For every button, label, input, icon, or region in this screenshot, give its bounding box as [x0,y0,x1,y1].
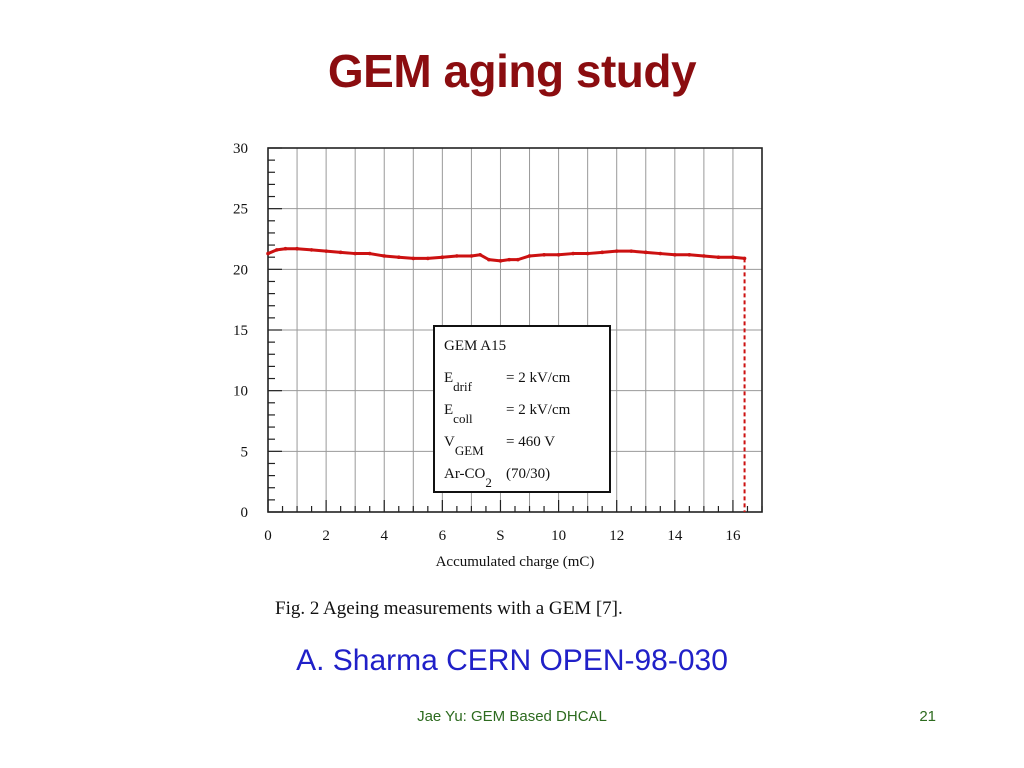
data-point [527,254,532,258]
data-point [478,252,482,257]
data-point [687,252,692,257]
y-tick-label: 5 [241,444,249,460]
legend-line: GEM A15 [444,338,506,354]
legend-line: Edrif= 2 kV/cm [444,370,571,394]
data-point [338,250,343,255]
y-tick-label: 15 [233,323,248,339]
x-tick-label: 10 [551,528,566,544]
data-point [556,252,561,257]
y-tick-label: 25 [233,202,248,218]
data-point [283,246,288,251]
x-tick-label: 2 [322,528,330,544]
data-point [309,248,314,252]
data-point [440,255,445,259]
data-point [498,259,503,263]
data-point [702,254,706,258]
x-tick-label: 4 [380,528,388,544]
x-axis-label: Accumulated charge (mC) [436,554,595,570]
data-point [516,257,520,262]
slide-title: GEM aging study [327,45,697,97]
page-number: 21 [919,708,936,725]
legend-box: GEM A15 Edrif= 2 kV/cm Ecoll= 2 kV/cm VGEM=… [433,325,611,493]
data-point [542,252,546,257]
figure-caption: Fig. 2 Ageing measurements with a GEM [7… [275,598,623,619]
data-point [643,250,648,255]
data-series [266,246,747,512]
data-point [396,255,401,259]
data-point [469,254,474,258]
data-point [324,249,328,253]
legend-line: Ecoll= 2 kV/cm [444,402,571,426]
data-point [716,255,721,259]
data-point [600,250,604,255]
y-tick-label: 20 [233,262,248,278]
y-tick-label: 30 [233,141,248,157]
data-point [507,257,511,262]
data-point [487,257,491,262]
data-point [455,254,459,258]
data-point [411,256,416,261]
data-point [274,248,279,252]
data-point [731,255,735,259]
footer-text: Jae Yu: GEM Based DHCAL [417,708,607,725]
x-tick-label: 0 [264,528,272,544]
data-point [585,251,590,256]
legend-line: VGEM= 460 V [444,434,555,458]
aging-chart: 0 5 10 15 20 25 30 0 2 4 6 S 10 12 14 16 GEM A15 Edrif= … [233,141,763,570]
data-point [367,251,372,256]
x-tick-label: 16 [725,528,741,544]
y-tick-label: 10 [233,384,248,400]
x-tick-label: 12 [609,528,624,544]
data-point [571,251,575,256]
data-point [295,246,299,251]
data-point [353,251,357,256]
data-point [658,251,663,256]
tick-labels: 0 5 10 15 20 25 30 0 2 4 6 S 10 12 14 16 [233,141,741,544]
x-tick-label: 6 [439,528,447,544]
x-tick-label: 14 [667,528,683,544]
data-point [266,251,270,256]
data-point [614,249,619,253]
axes [267,147,763,513]
legend-line: Ar-CO2(70/30) [444,466,550,490]
x-tick-label: S [496,528,504,544]
y-tick-label: 0 [241,505,249,521]
data-point [426,256,430,261]
citation: A. Sharma CERN OPEN-98-030 [296,644,728,677]
data-point [382,254,387,258]
data-point [673,252,677,257]
legend-frame [433,325,611,493]
data-point [629,249,634,253]
